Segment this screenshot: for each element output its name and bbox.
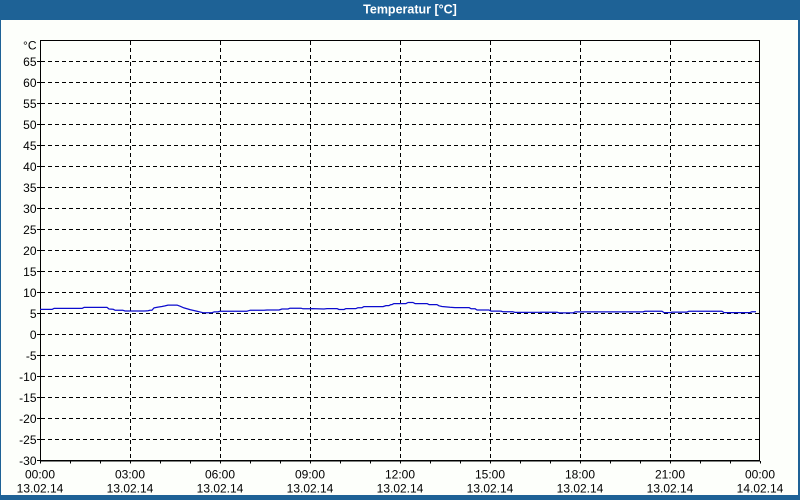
svg-text:5: 5: [30, 307, 37, 321]
svg-text:0: 0: [30, 328, 37, 342]
svg-text:°C: °C: [23, 39, 37, 53]
svg-text:35: 35: [23, 181, 37, 195]
svg-text:30: 30: [23, 202, 37, 216]
svg-text:60: 60: [23, 76, 37, 90]
svg-text:-30: -30: [19, 454, 37, 468]
svg-text:13.02.14: 13.02.14: [287, 482, 334, 496]
svg-text:00:00: 00:00: [745, 468, 775, 482]
svg-text:13.02.14: 13.02.14: [17, 482, 64, 496]
svg-text:15: 15: [23, 265, 37, 279]
svg-text:06:00: 06:00: [205, 468, 235, 482]
svg-text:14.02.14: 14.02.14: [737, 482, 784, 496]
svg-text:13.02.14: 13.02.14: [647, 482, 694, 496]
svg-text:-10: -10: [19, 370, 37, 384]
svg-text:09:00: 09:00: [295, 468, 325, 482]
svg-text:-20: -20: [19, 412, 37, 426]
svg-text:18:00: 18:00: [565, 468, 595, 482]
svg-text:45: 45: [23, 139, 37, 153]
svg-text:10: 10: [23, 286, 37, 300]
svg-text:Temperatur [°C]: Temperatur [°C]: [363, 3, 457, 17]
svg-text:12:00: 12:00: [385, 468, 415, 482]
svg-text:50: 50: [23, 118, 37, 132]
svg-text:-25: -25: [19, 433, 37, 447]
svg-text:65: 65: [23, 55, 37, 69]
svg-text:03:00: 03:00: [115, 468, 145, 482]
svg-text:13.02.14: 13.02.14: [377, 482, 424, 496]
svg-text:-5: -5: [26, 349, 37, 363]
svg-text:13.02.14: 13.02.14: [107, 482, 154, 496]
svg-text:40: 40: [23, 160, 37, 174]
svg-text:15:00: 15:00: [475, 468, 505, 482]
svg-text:21:00: 21:00: [655, 468, 685, 482]
svg-text:-15: -15: [19, 391, 37, 405]
svg-text:13.02.14: 13.02.14: [557, 482, 604, 496]
svg-text:20: 20: [23, 244, 37, 258]
svg-text:00:00: 00:00: [25, 468, 55, 482]
svg-text:25: 25: [23, 223, 37, 237]
svg-text:13.02.14: 13.02.14: [467, 482, 514, 496]
svg-text:13.02.14: 13.02.14: [197, 482, 244, 496]
svg-text:55: 55: [23, 97, 37, 111]
